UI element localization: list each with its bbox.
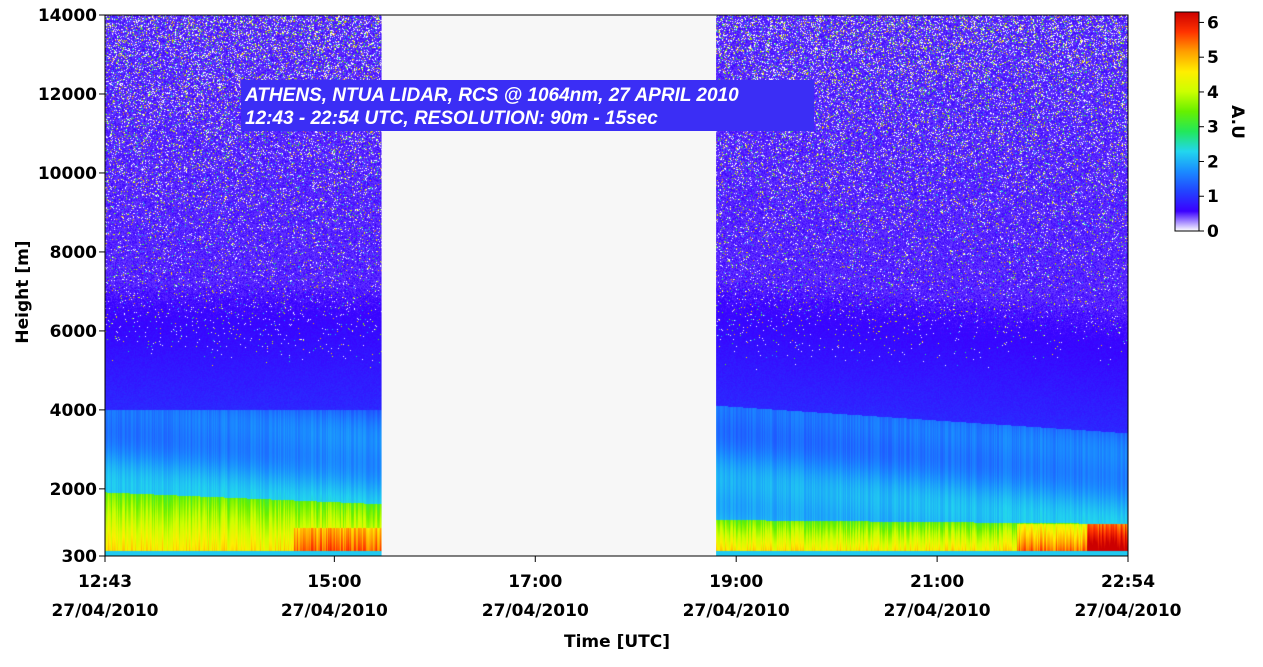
- plot-frame: [104, 14, 1129, 557]
- colorbar-tick-label: 0: [1207, 222, 1219, 242]
- x-tick-date-label: 27/04/2010: [1074, 601, 1181, 621]
- colorbar-tick-label: 2: [1207, 152, 1219, 172]
- colorbar-tick-label: 5: [1207, 48, 1219, 68]
- y-tick-label: 12000: [38, 85, 97, 105]
- x-tick-date-label: 27/04/2010: [482, 601, 589, 621]
- y-tick-label: 4000: [50, 401, 97, 421]
- colorbar-gradient: [1174, 11, 1200, 232]
- x-tick-time-label: 17:00: [508, 572, 562, 592]
- y-tick-label: 8000: [50, 243, 97, 263]
- y-axis-title: Height [m]: [13, 240, 33, 343]
- x-axis-title: Time [UTC]: [564, 632, 670, 652]
- x-tick-time-label: 21:00: [910, 572, 964, 592]
- y-tick-label: 2000: [50, 480, 97, 500]
- chart-title: ATHENS, NTUA LIDAR, RCS @ 1064nm, 27 APR…: [241, 80, 814, 131]
- y-axis: 300 2000 4000 6000 8000 10000 12000 14000: [38, 6, 105, 567]
- colorbar-tick-label: 3: [1207, 118, 1219, 138]
- colorbar-tick-label: 1: [1207, 187, 1219, 207]
- x-tick-date-label: 27/04/2010: [683, 601, 790, 621]
- title-line-2: 12:43 - 22:54 UTC, RESOLUTION: 90m - 15s…: [245, 108, 658, 129]
- x-tick-time-label: 19:00: [709, 572, 763, 592]
- x-tick-date-label: 27/04/2010: [51, 601, 158, 621]
- y-tick-label: 300: [62, 547, 98, 567]
- title-line-1: ATHENS, NTUA LIDAR, RCS @ 1064nm, 27 APR…: [244, 85, 739, 106]
- y-tick-label: 10000: [38, 164, 97, 184]
- x-tick-date-label: 27/04/2010: [281, 601, 388, 621]
- title-background: [241, 80, 814, 131]
- colorbar-tick-label: 6: [1207, 13, 1219, 33]
- colorbar-tick-label: 4: [1207, 83, 1219, 103]
- x-tick-time-label: 22:54: [1101, 572, 1155, 592]
- x-tick-time-label: 15:00: [307, 572, 361, 592]
- y-tick-label: 14000: [38, 6, 97, 26]
- colorbar: 0 1 2 3 4 5 6 A.U: [1174, 11, 1247, 242]
- y-tick-label: 6000: [50, 322, 97, 342]
- x-tick-date-label: 27/04/2010: [884, 601, 991, 621]
- colorbar-ticks: 0 1 2 3 4 5 6: [1199, 13, 1219, 242]
- x-tick-time-label: 12:43: [78, 572, 132, 592]
- x-axis: 12:43 27/04/2010 15:00 27/04/2010 17:00 27/04…: [51, 556, 1182, 621]
- colorbar-label: A.U: [1227, 105, 1247, 139]
